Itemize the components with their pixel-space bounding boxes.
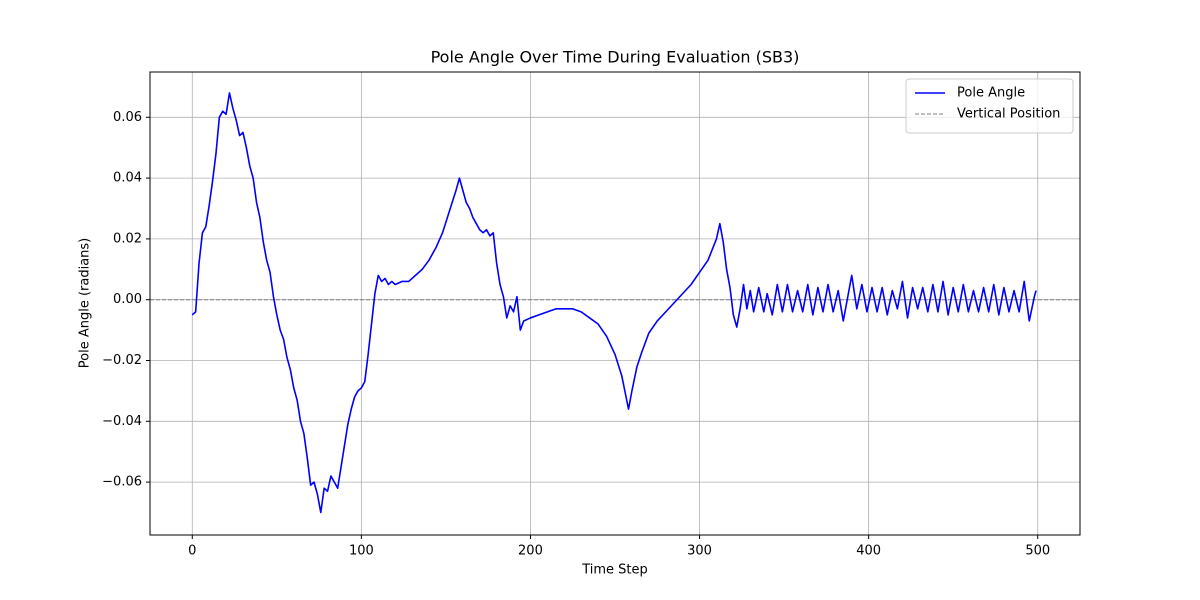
x-tick-label: 300	[687, 544, 712, 559]
x-tick-label: 0	[188, 544, 196, 559]
x-tick-label: 400	[856, 544, 881, 559]
x-tick-label: 200	[518, 544, 543, 559]
y-tick-label: 0.00	[113, 292, 142, 307]
y-tick-label: −0.04	[102, 414, 142, 429]
chart-title: Pole Angle Over Time During Evaluation (…	[431, 48, 800, 67]
y-tick-label: 0.06	[113, 110, 142, 125]
y-tick-label: 0.04	[113, 171, 142, 186]
data-line	[191, 92, 1037, 514]
legend-box	[905, 78, 1074, 134]
x-axis-label: Time Step	[581, 563, 648, 578]
y-axis-label: Pole Angle (radians)	[78, 238, 93, 369]
legend-label: Vertical Position	[957, 107, 1060, 122]
x-tick-label: 500	[1025, 544, 1050, 559]
x-tick-label: 100	[349, 544, 374, 559]
legend-label: Pole Angle	[957, 86, 1025, 101]
y-tick-label: 0.02	[113, 231, 142, 246]
plot-frame	[149, 71, 1081, 536]
y-tick-label: −0.06	[102, 475, 142, 490]
y-tick-label: −0.02	[102, 353, 142, 368]
